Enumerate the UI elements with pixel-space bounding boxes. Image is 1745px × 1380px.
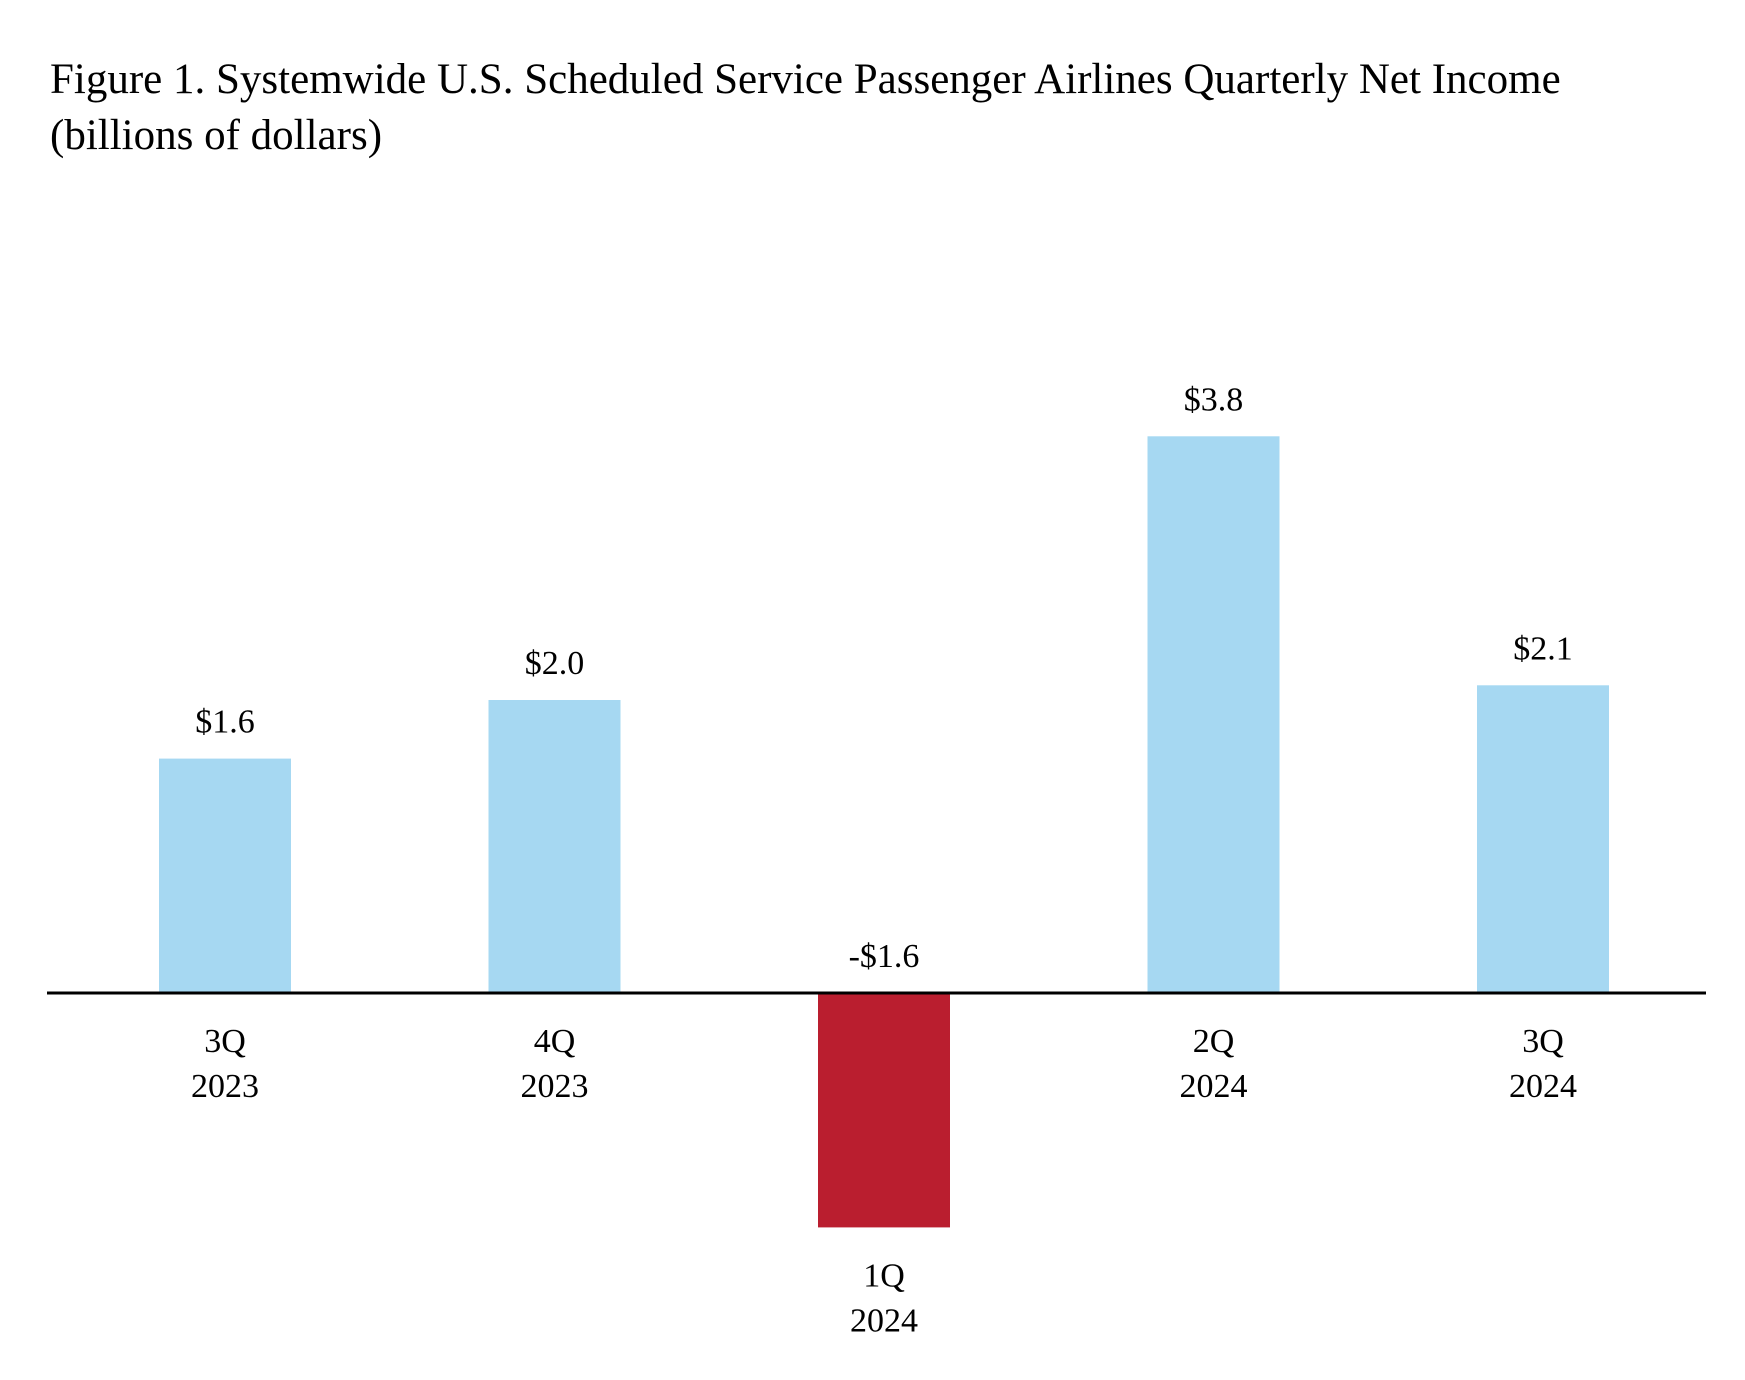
- tick-label-1-1: 2023: [521, 1068, 589, 1105]
- data-label-1: $2.0: [525, 645, 585, 682]
- bar-0: [159, 758, 291, 993]
- tick-label-1-0: 4Q: [534, 1023, 576, 1060]
- data-label-2: -$1.6: [849, 938, 920, 975]
- bar-1: [488, 700, 621, 993]
- tick-label-3-0: 2Q: [1193, 1023, 1235, 1060]
- tick-label-2-0: 1Q: [863, 1257, 905, 1294]
- tick-label-4-0: 3Q: [1522, 1023, 1564, 1060]
- tick-label-4-1: 2024: [1509, 1068, 1577, 1105]
- tick-label-2-1: 2024: [850, 1302, 918, 1339]
- chart-subtitle: (billions of dollars): [50, 112, 383, 159]
- chart-title-line: Figure 1. Systemwide U.S. Scheduled Serv…: [50, 56, 1561, 103]
- bar-3: [1147, 436, 1280, 993]
- tick-label-3-1: 2024: [1180, 1068, 1248, 1105]
- chart-title: Figure 1. Systemwide U.S. Scheduled Serv…: [50, 52, 1710, 164]
- tick-label-0-0: 3Q: [204, 1023, 246, 1060]
- bar-4: [1477, 685, 1609, 993]
- bar-2: [818, 993, 950, 1228]
- data-label-4: $2.1: [1513, 630, 1573, 667]
- data-label-0: $1.6: [195, 704, 255, 741]
- data-label-3: $3.8: [1184, 381, 1244, 418]
- tick-label-0-1: 2023: [191, 1068, 259, 1105]
